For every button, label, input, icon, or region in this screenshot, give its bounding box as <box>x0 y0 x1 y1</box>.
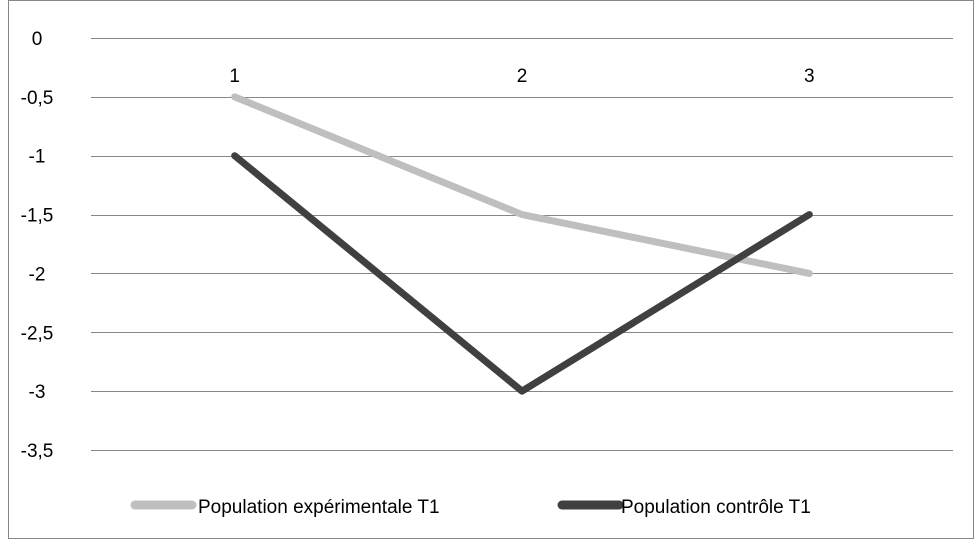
x-tick-label: 3 <box>804 66 815 87</box>
chart-frame <box>8 0 974 539</box>
x-tick-label: 1 <box>229 66 240 87</box>
series-lines <box>231 93 813 395</box>
legend-label-experimental: Population expérimentale T1 <box>198 497 440 518</box>
y-tick-label: -2 <box>29 264 46 285</box>
y-tick-label: -3,5 <box>21 441 54 462</box>
x-axis-category-labels: 1 2 3 <box>229 66 814 87</box>
y-tick-label: -2,5 <box>21 323 54 344</box>
legend-label-control: Population contrôle T1 <box>621 497 811 518</box>
legend: Population expérimentale T1 Population c… <box>130 497 811 518</box>
y-axis-tick-labels: 0 -0,5 -1 -1,5 -2 -2,5 -3 -3,5 <box>21 29 54 462</box>
series-line-control <box>231 152 813 395</box>
series-line-experimental <box>231 93 813 277</box>
y-tick-label: -3 <box>29 382 46 403</box>
y-tick-label: -1,5 <box>21 206 54 227</box>
y-tick-label: -0,5 <box>21 88 54 109</box>
y-tick-label: -1 <box>29 147 46 168</box>
x-tick-label: 2 <box>517 66 528 87</box>
y-tick-label: 0 <box>32 29 43 50</box>
